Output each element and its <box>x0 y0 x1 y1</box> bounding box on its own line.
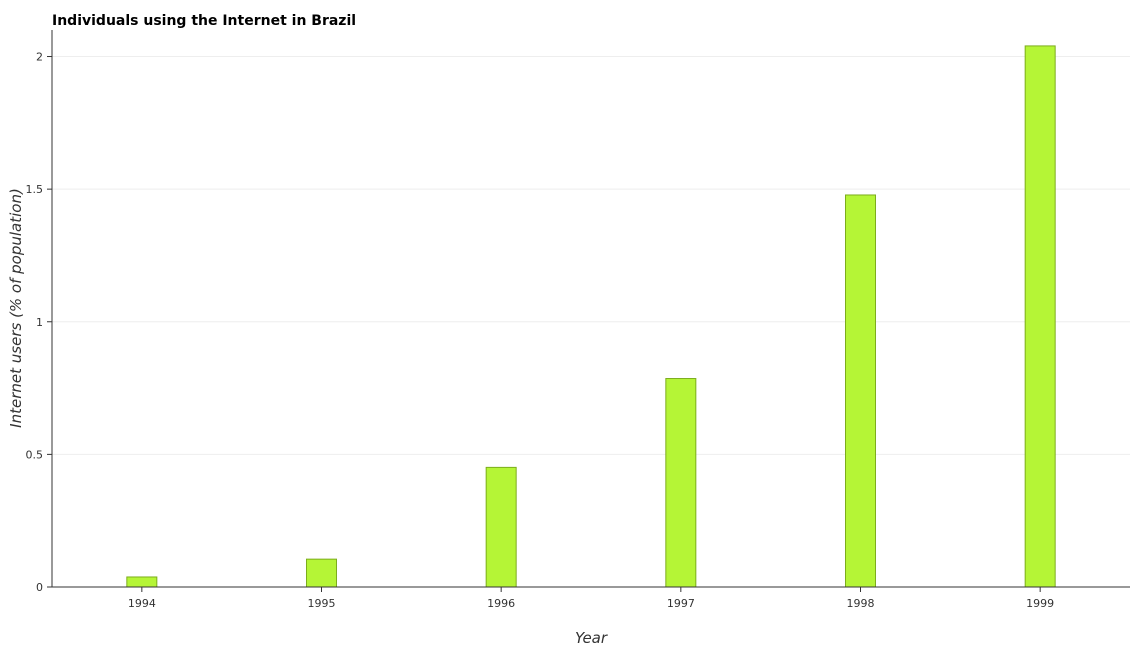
x-tick-label-1995: 1995 <box>308 597 336 610</box>
x-tick-label-1996: 1996 <box>487 597 515 610</box>
chart-title: Individuals using the Internet in Brazil <box>52 13 356 29</box>
x-tick-label-1998: 1998 <box>847 597 875 610</box>
x-tick-label-1997: 1997 <box>667 597 695 610</box>
y-tick-label: 1.5 <box>26 183 44 196</box>
y-tick-label: 0.5 <box>26 448 44 461</box>
bar-1996 <box>485 466 517 588</box>
bar-1998 <box>845 194 876 588</box>
x-tick-label-1999: 1999 <box>1026 597 1054 610</box>
x-axis-ticks: 1994 1995 1996 1997 1998 1999 <box>128 587 1054 610</box>
bar-1995 <box>306 558 337 588</box>
x-tick-label-1994: 1994 <box>128 597 156 610</box>
bars <box>126 45 1056 588</box>
y-tick-label: 2 <box>36 51 43 64</box>
bar-1994 <box>126 576 158 588</box>
bar-1999 <box>1024 45 1056 588</box>
y-tick-label: 1 <box>36 316 43 329</box>
gridlines <box>52 56 1130 588</box>
x-axis-label: Year <box>575 629 608 647</box>
bar-1997 <box>665 378 697 588</box>
y-axis-label: Internet users (% of population) <box>7 188 25 428</box>
y-axis-ticks: 0 0.5 1 1.5 2 <box>26 51 52 594</box>
y-tick-label: 0 <box>36 581 43 594</box>
